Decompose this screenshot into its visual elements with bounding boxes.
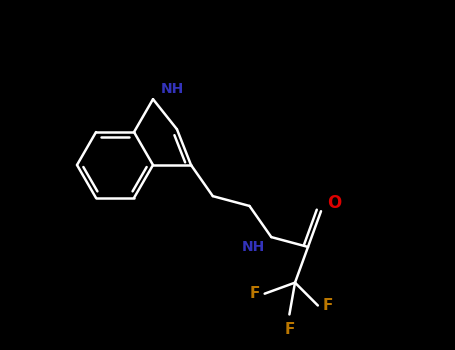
Text: F: F	[323, 298, 333, 313]
Text: F: F	[284, 322, 294, 337]
Text: O: O	[327, 194, 341, 212]
Text: F: F	[249, 286, 260, 301]
Text: NH: NH	[161, 82, 184, 96]
Text: NH: NH	[242, 240, 265, 254]
